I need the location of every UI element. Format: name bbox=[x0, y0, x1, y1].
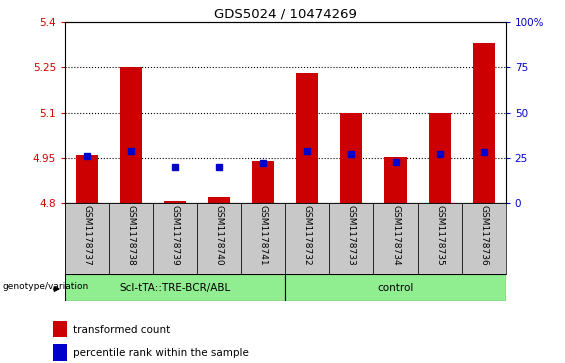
Bar bbox=[462, 203, 506, 274]
Bar bbox=[418, 203, 462, 274]
Bar bbox=[329, 203, 373, 274]
Text: GSM1178740: GSM1178740 bbox=[215, 205, 224, 266]
Bar bbox=[285, 274, 506, 301]
Bar bbox=[65, 274, 285, 301]
Bar bbox=[76, 155, 98, 203]
Bar bbox=[472, 43, 494, 203]
Text: GSM1178739: GSM1178739 bbox=[171, 205, 180, 266]
Text: GSM1178741: GSM1178741 bbox=[259, 205, 268, 266]
Bar bbox=[252, 161, 275, 203]
Bar bbox=[373, 203, 418, 274]
Text: GSM1178735: GSM1178735 bbox=[435, 205, 444, 266]
Bar bbox=[65, 203, 109, 274]
Bar bbox=[109, 203, 153, 274]
Bar bbox=[164, 201, 186, 203]
Bar bbox=[428, 113, 451, 203]
Text: GSM1178736: GSM1178736 bbox=[479, 205, 488, 266]
Bar bbox=[340, 113, 363, 203]
Text: GSM1178733: GSM1178733 bbox=[347, 205, 356, 266]
Text: GSM1178737: GSM1178737 bbox=[82, 205, 92, 266]
Text: transformed count: transformed count bbox=[73, 325, 170, 335]
Bar bbox=[285, 203, 329, 274]
Bar bbox=[241, 203, 285, 274]
Text: Scl-tTA::TRE-BCR/ABL: Scl-tTA::TRE-BCR/ABL bbox=[120, 283, 231, 293]
Text: control: control bbox=[377, 283, 414, 293]
Bar bbox=[208, 197, 231, 203]
Text: GSM1178732: GSM1178732 bbox=[303, 205, 312, 266]
Bar bbox=[197, 203, 241, 274]
Bar bbox=[296, 73, 318, 203]
Bar bbox=[153, 203, 197, 274]
Text: genotype/variation: genotype/variation bbox=[3, 282, 89, 291]
Bar bbox=[120, 66, 142, 203]
Text: percentile rank within the sample: percentile rank within the sample bbox=[73, 348, 249, 358]
Text: GSM1178734: GSM1178734 bbox=[391, 205, 400, 266]
Bar bbox=[53, 344, 67, 361]
Bar bbox=[53, 321, 67, 337]
Text: GSM1178738: GSM1178738 bbox=[127, 205, 136, 266]
Bar bbox=[384, 157, 406, 203]
Title: GDS5024 / 10474269: GDS5024 / 10474269 bbox=[214, 8, 357, 21]
